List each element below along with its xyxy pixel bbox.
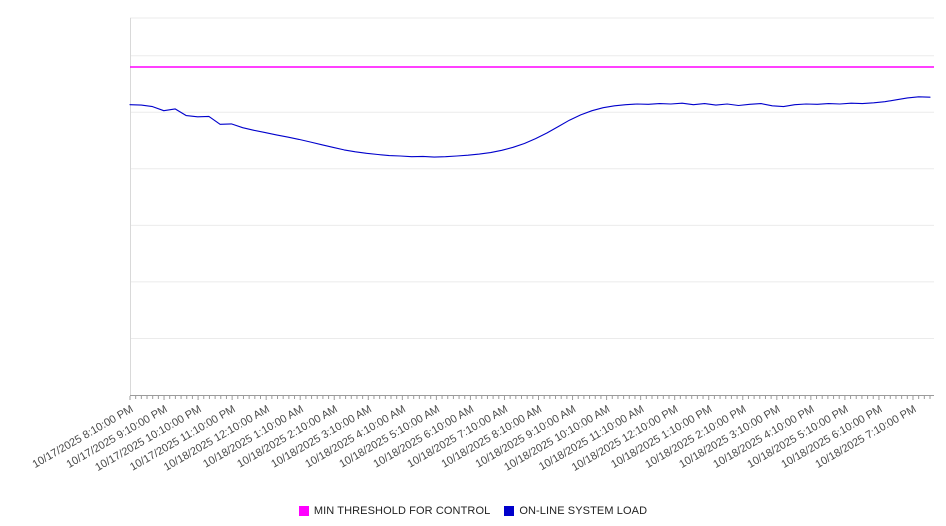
x-axis-ticks — [129, 396, 931, 400]
legend-label-threshold: MIN THRESHOLD FOR CONTROL — [313, 505, 491, 517]
legend-item-threshold: MIN THRESHOLD FOR CONTROL — [298, 505, 491, 517]
legend-label-load: ON-LINE SYSTEM LOAD — [519, 505, 648, 517]
load-swatch-icon — [504, 506, 515, 516]
threshold-swatch-icon — [298, 506, 309, 516]
gridlines — [130, 17, 934, 339]
legend-item-load: ON-LINE SYSTEM LOAD — [504, 505, 647, 517]
system-load-line-series — [129, 96, 931, 158]
chart-legend: MIN THRESHOLD FOR CONTROL ON-LINE SYSTEM… — [0, 502, 946, 520]
